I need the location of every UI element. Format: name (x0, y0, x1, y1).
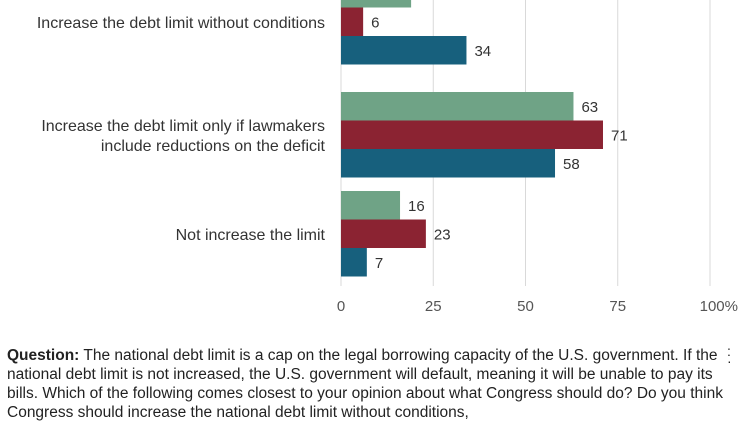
bar (341, 0, 412, 8)
data-label: 23 (434, 226, 451, 243)
question-body: The national debt limit is a cap on the … (7, 347, 723, 421)
tick-label: 50 (517, 298, 534, 315)
tick-label: 75 (609, 298, 626, 315)
data-label: 34 (474, 43, 491, 60)
bar (341, 7, 364, 36)
bar (341, 248, 367, 277)
bar-chart: 19 6 34 Increase the debt limit without con… (37, 0, 738, 315)
data-label: 58 (563, 156, 580, 173)
bar (341, 191, 401, 220)
bar (341, 219, 426, 248)
data-label: 19 (419, 0, 436, 3)
data-label: 6 (371, 14, 379, 31)
data-label: 7 (375, 255, 383, 272)
tick-label: 25 (425, 298, 442, 315)
category-label: Increase the debt limit only if lawmaker… (41, 118, 325, 135)
category-label: Not increase the limit (176, 227, 326, 244)
data-label: 71 (611, 127, 628, 144)
tick-label: 100% (700, 298, 738, 315)
category-label: Increase the debt limit without conditio… (37, 15, 325, 32)
data-label: 63 (581, 99, 598, 116)
bar (341, 149, 556, 178)
more-icon[interactable]: : · (727, 343, 732, 369)
bar (341, 120, 603, 149)
question-text: Question: The national debt limit is a c… (7, 346, 737, 422)
bar (341, 92, 574, 121)
question-label: Question: (7, 347, 80, 364)
tick-label: 0 (337, 298, 345, 315)
category-label: include reductions on the deficit (101, 138, 326, 155)
data-label: 16 (408, 198, 425, 215)
bar (341, 36, 467, 65)
